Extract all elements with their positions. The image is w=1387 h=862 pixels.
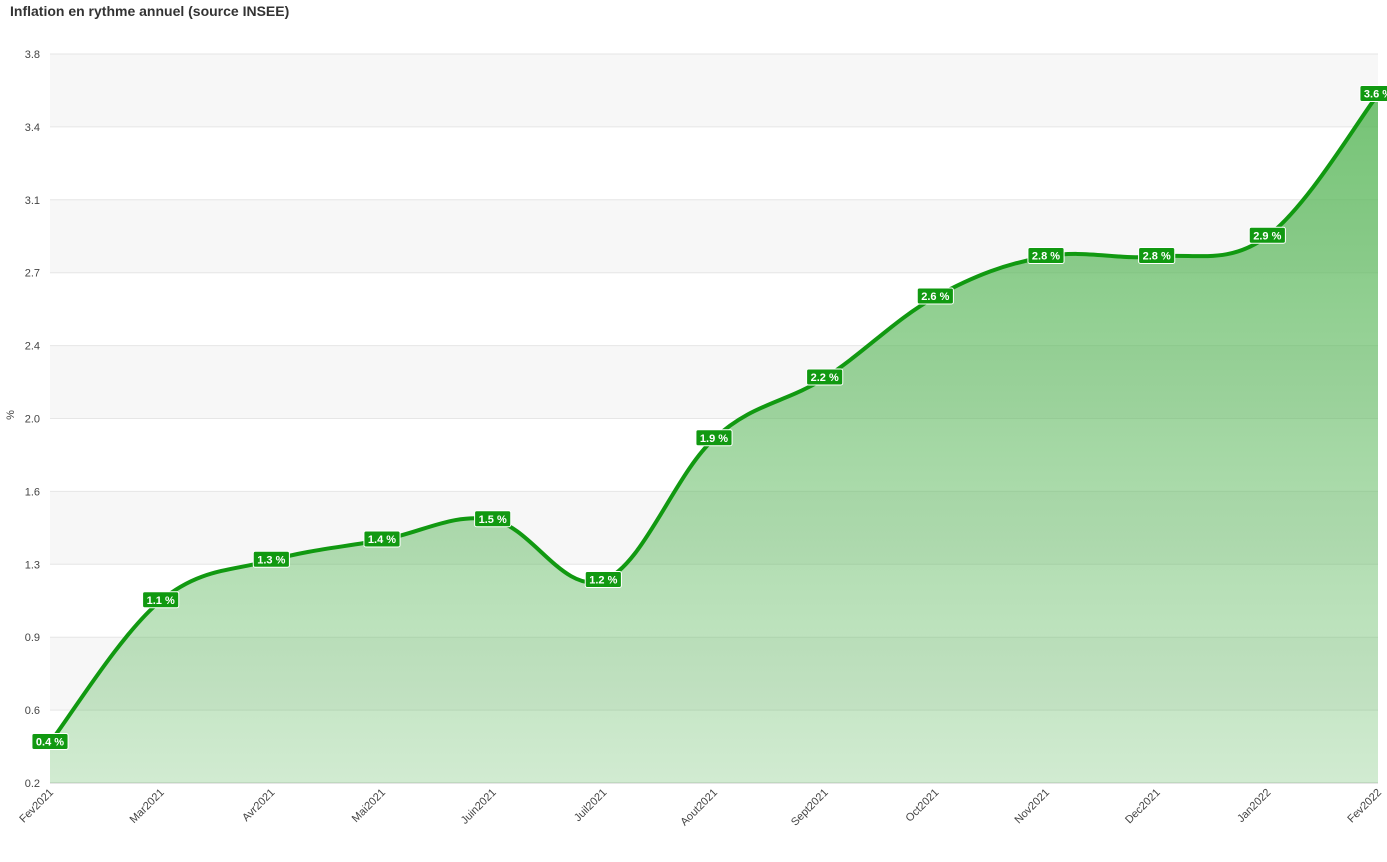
x-tick-label: Juin2021	[459, 787, 499, 827]
x-tick-label: Avr2021	[240, 787, 277, 824]
value-label-bg	[1027, 247, 1065, 264]
value-label: 2.2 %	[806, 368, 844, 386]
x-tick-label: Dec2021	[1123, 787, 1163, 827]
value-label-text: 0.4 %	[36, 737, 64, 749]
y-tick-label: 3.1	[25, 195, 40, 207]
y-tick-label: 2.7	[25, 268, 40, 280]
x-tick-label: Fev2021	[17, 787, 56, 826]
value-label-bg	[1248, 226, 1286, 244]
value-label: 1.5 %	[474, 510, 512, 528]
y-tick-label: 2.0	[25, 414, 40, 426]
value-label-text: 2.9 %	[1253, 230, 1281, 242]
value-label-text: 2.8 %	[1143, 251, 1171, 263]
value-label: 2.9 %	[1248, 226, 1286, 244]
value-label: 2.6 %	[916, 287, 954, 305]
x-tick-label: Fev2022	[1345, 787, 1384, 826]
value-label-text: 1.1 %	[147, 595, 175, 607]
x-tick-label: Juil2021	[572, 787, 609, 824]
value-label-bg	[474, 510, 512, 528]
value-label-text: 1.2 %	[589, 575, 617, 587]
value-label: 1.9 %	[695, 429, 733, 447]
value-label-text: 2.8 %	[1032, 251, 1060, 263]
x-tick-label: Sept2021	[789, 787, 831, 829]
value-label: 2.8 %	[1027, 247, 1065, 264]
value-label-bg	[916, 287, 954, 305]
value-label-text: 1.4 %	[368, 534, 396, 546]
value-label-bg	[584, 571, 622, 588]
y-tick-label: 3.8	[25, 49, 40, 61]
value-label-bg	[363, 530, 401, 548]
x-tick-label: Mai2021	[350, 787, 388, 825]
value-label-bg	[806, 368, 844, 386]
value-label: 0.4 %	[31, 733, 69, 750]
value-label-bg	[142, 591, 180, 609]
y-tick-label: 2.4	[25, 341, 40, 353]
value-label: 1.3 %	[252, 550, 290, 568]
value-label-text: 1.3 %	[257, 554, 285, 566]
y-tick-label: 0.9	[25, 632, 40, 644]
value-label: 1.4 %	[363, 530, 401, 548]
y-tick-label: 1.3	[25, 559, 40, 571]
y-tick-label: 1.6	[25, 486, 40, 498]
x-tick-label: Aout2021	[678, 787, 720, 829]
value-label-text: 2.2 %	[811, 372, 839, 384]
value-label-bg	[252, 550, 290, 568]
y-tick-label: 0.6	[25, 705, 40, 717]
value-label-text: 1.9 %	[700, 433, 728, 445]
value-label-text: 3.6 %	[1364, 89, 1387, 101]
y-tick-label: 0.2	[25, 778, 40, 790]
grid-band	[50, 54, 1378, 127]
y-tick-label: 3.4	[25, 122, 40, 134]
value-label: 3.6 %	[1359, 85, 1387, 102]
y-axis-label: %	[5, 410, 17, 420]
value-label-bg	[31, 733, 69, 750]
x-tick-label: Jan2022	[1235, 787, 1273, 825]
value-label: 1.1 %	[142, 591, 180, 609]
x-tick-label: Nov2021	[1012, 787, 1052, 827]
chart-title: Inflation en rythme annuel (source INSEE…	[10, 3, 289, 19]
value-label: 2.8 %	[1138, 247, 1176, 264]
value-label-bg	[1138, 247, 1176, 264]
value-label-text: 2.6 %	[921, 291, 949, 303]
value-label-bg	[1359, 85, 1387, 102]
x-tick-label: Mar2021	[128, 787, 167, 826]
value-label-bg	[695, 429, 733, 447]
value-label: 1.2 %	[584, 571, 622, 588]
value-label-text: 1.5 %	[479, 514, 507, 526]
x-tick-label: Oct2021	[904, 787, 942, 825]
